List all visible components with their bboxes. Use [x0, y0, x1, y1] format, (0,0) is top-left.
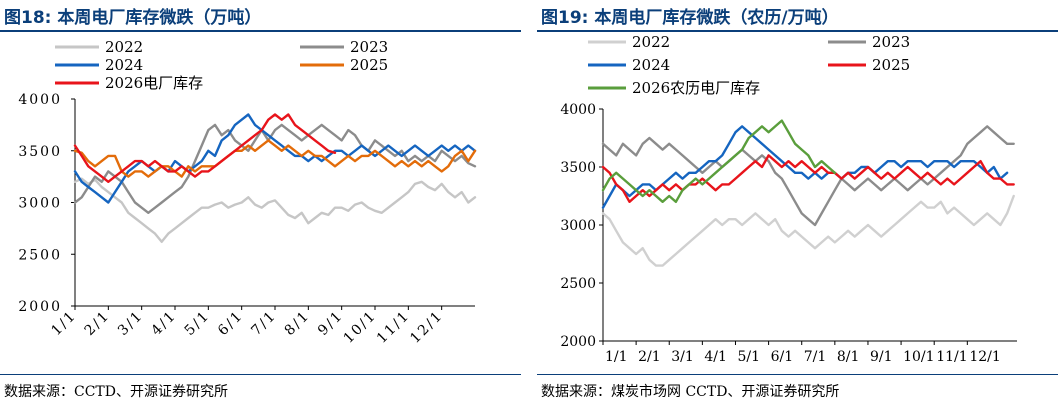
y-tick-label: 2500	[18, 247, 62, 263]
series-line-2024	[73, 113, 477, 204]
source-rule	[537, 374, 1058, 375]
chart-title: 图19: 本周电厂库存微跌（农历/万吨）	[541, 8, 839, 28]
series-line-2022	[601, 194, 1015, 267]
x-tick-label: 3/1	[115, 308, 146, 339]
x-tick-label: 4/1	[704, 349, 727, 365]
x-tick-label: 5/1	[182, 308, 213, 339]
legend-label: 2023	[350, 38, 388, 56]
x-tick-label: 7/1	[248, 308, 279, 339]
x-tick-label: 10/1	[341, 308, 380, 347]
legend-label: 2022	[632, 33, 670, 51]
legend-label: 2026电厂库存	[105, 74, 203, 92]
series-line-2025	[73, 139, 477, 178]
series-line-2026农历电厂库存	[601, 119, 836, 204]
series-line-2025	[601, 154, 1015, 204]
x-tick-label: 10/1	[903, 349, 934, 365]
x-tick-label: 9/1	[870, 349, 893, 365]
series-line-2023	[73, 123, 477, 215]
legend-label: 2023	[872, 33, 910, 51]
x-tick-label: 6/1	[215, 308, 246, 339]
y-tick-label: 4000	[18, 92, 62, 108]
series-line-2023	[601, 125, 1015, 227]
x-tick-label: 8/1	[837, 349, 860, 365]
legend-label: 2024	[632, 56, 670, 74]
x-tick-label: 4/1	[148, 308, 179, 339]
legend-label: 2025	[872, 56, 910, 74]
legend-label: 2022	[105, 38, 143, 56]
y-tick-label: 2500	[560, 276, 596, 292]
line-chart: 2000 2500 3000 3500 4000 1/1 2/1 3/1 4/1 5/1 6/1 7/…	[560, 33, 1017, 365]
x-tick-label: 6/1	[771, 349, 794, 365]
x-tick-label: 5/1	[737, 349, 760, 365]
series-line-2024	[601, 125, 1009, 209]
y-tick-label: 3000	[18, 196, 62, 212]
y-tick-label: 2000	[560, 334, 596, 350]
y-tick-label: 4000	[560, 102, 596, 118]
legend-label: 2024	[105, 56, 143, 74]
x-tick-label: 2/1	[638, 349, 661, 365]
x-tick-label: 7/1	[804, 349, 827, 365]
x-tick-label: 12/1	[407, 308, 446, 347]
title-rule	[0, 30, 521, 32]
legend-label: 2026农历电厂库存	[632, 79, 760, 97]
y-tick-label: 2000	[18, 299, 62, 315]
y-tick-label: 3500	[560, 160, 596, 176]
x-tick-label: 8/1	[282, 308, 313, 339]
x-tick-label: 2/1	[82, 308, 113, 339]
source-rule	[0, 374, 521, 375]
chart-panel-1: 图18: 本周电厂库存微跌（万吨） 2000 2500 3000 3500 4000 1/…	[0, 0, 521, 407]
legend-label: 2025	[350, 56, 388, 74]
x-tick-label: 11/1	[374, 308, 413, 347]
source-note: 数据来源：煤炭市场网 CCTD、开源证券研究所	[541, 384, 840, 400]
x-tick-label: 3/1	[671, 349, 694, 365]
y-tick-label: 3000	[560, 218, 596, 234]
title-rule	[537, 30, 1058, 32]
chart-panel-2: 图19: 本周电厂库存微跌（农历/万吨） 2000 2500 3000 3500 400…	[537, 0, 1058, 407]
series-line-2026电厂库存	[73, 113, 337, 184]
series-line-2022	[73, 177, 477, 244]
x-tick-label: 12/1	[969, 349, 1000, 365]
source-note: 数据来源：CCTD、开源证券研究所	[4, 384, 228, 400]
x-tick-label: 11/1	[936, 349, 967, 365]
y-tick-label: 3500	[18, 144, 62, 160]
chart-title: 图18: 本周电厂库存微跌（万吨）	[4, 8, 262, 28]
x-tick-label: 1/1	[605, 349, 628, 365]
